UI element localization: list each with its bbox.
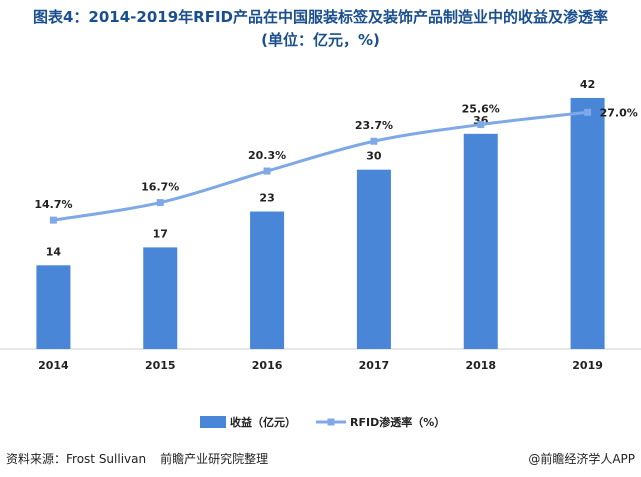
line-marker-2017 [370,137,378,145]
line-value-label-2018: 25.6% [462,103,500,116]
bar-value-label-2016: 23 [259,192,274,205]
bar-value-label-2014: 14 [46,245,62,258]
line-marker-2016 [263,167,271,175]
bar-2016 [250,211,285,349]
bar-value-label-2019: 42 [580,78,595,91]
line-value-label-2014: 14.7% [34,198,72,211]
bar-value-label-2017: 30 [366,150,382,163]
penetration-rate-line [53,110,588,222]
line-marker-2015 [156,199,164,207]
bar-2014 [36,265,71,349]
line-marker-2019 [584,108,592,116]
line-value-label-2016: 20.3% [248,149,286,162]
line-value-label-2015: 16.7% [141,181,179,194]
chart-title: 图表4：2014-2019年RFID产品在中国服装标签及装饰产品制造业中的收益及… [33,8,608,26]
credit-text: @前瞻经济学人APP [528,452,635,466]
source-note: 资料来源：Frost Sullivan 前瞻产业研究院整理 [6,450,268,467]
x-tick-label-2016: 2016 [252,359,283,372]
x-tick-label-2017: 2017 [359,359,390,372]
bar-2017 [356,169,391,349]
source-org: 前瞻产业研究院整理 [160,452,269,466]
bar-value-label-2015: 17 [153,227,168,240]
legend-line-marker [327,418,335,426]
bar-2018 [463,133,498,349]
line-marker-2014 [49,216,57,224]
line-value-label-2017: 23.7% [355,119,393,132]
legend-bar-swatch [200,416,226,428]
x-tick-label-2019: 2019 [572,359,603,372]
line-value-label-2019: 27.0% [600,106,638,119]
x-tick-label-2015: 2015 [145,359,176,372]
legend-bar-label: 收益（亿元） [230,415,296,429]
source-label: 资料来源：Frost Sullivan [6,452,147,466]
chart-subtitle: (单位：亿元，%) [261,31,380,49]
line-marker-2018 [477,121,485,129]
x-tick-label-2014: 2014 [38,359,69,372]
bar-2019 [570,97,605,349]
x-tick-label-2018: 2018 [465,359,496,372]
legend-line-label: RFID渗透率（%） [350,415,445,429]
bar-2015 [143,247,178,349]
